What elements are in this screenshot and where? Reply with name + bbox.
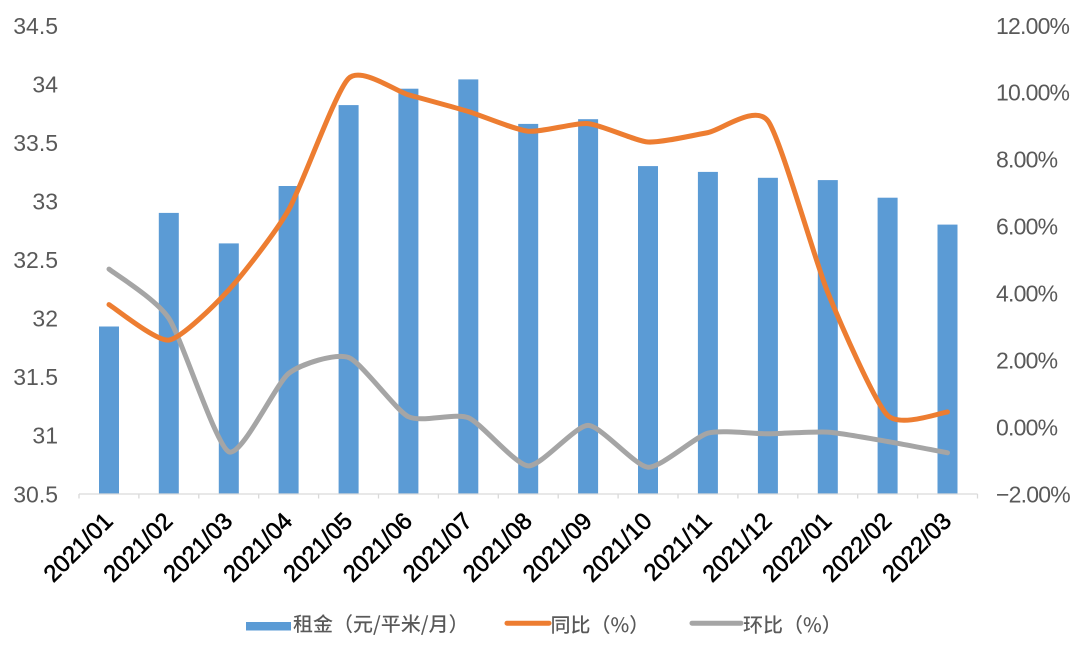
svg-text:30.5: 30.5: [13, 481, 58, 507]
svg-text:2.00%: 2.00%: [996, 347, 1058, 373]
svg-text:32: 32: [32, 306, 58, 332]
svg-text:−2.00%: −2.00%: [996, 481, 1070, 507]
svg-text:4.00%: 4.00%: [996, 281, 1058, 307]
svg-text:0.00%: 0.00%: [996, 414, 1058, 440]
svg-text:12.00%: 12.00%: [996, 13, 1070, 39]
svg-text:32.5: 32.5: [13, 247, 58, 273]
svg-text:10.00%: 10.00%: [996, 80, 1070, 106]
svg-text:33.5: 33.5: [13, 130, 58, 156]
svg-text:31.5: 31.5: [13, 364, 58, 390]
svg-text:33: 33: [32, 189, 58, 215]
svg-text:31: 31: [32, 423, 58, 449]
svg-text:34: 34: [32, 71, 58, 97]
svg-text:6.00%: 6.00%: [996, 214, 1058, 240]
svg-text:8.00%: 8.00%: [996, 147, 1058, 173]
svg-text:34.5: 34.5: [13, 13, 58, 39]
